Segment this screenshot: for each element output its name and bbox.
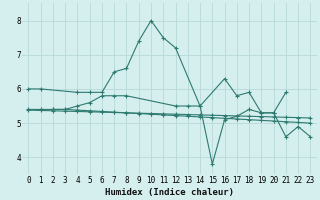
X-axis label: Humidex (Indice chaleur): Humidex (Indice chaleur) bbox=[105, 188, 234, 197]
